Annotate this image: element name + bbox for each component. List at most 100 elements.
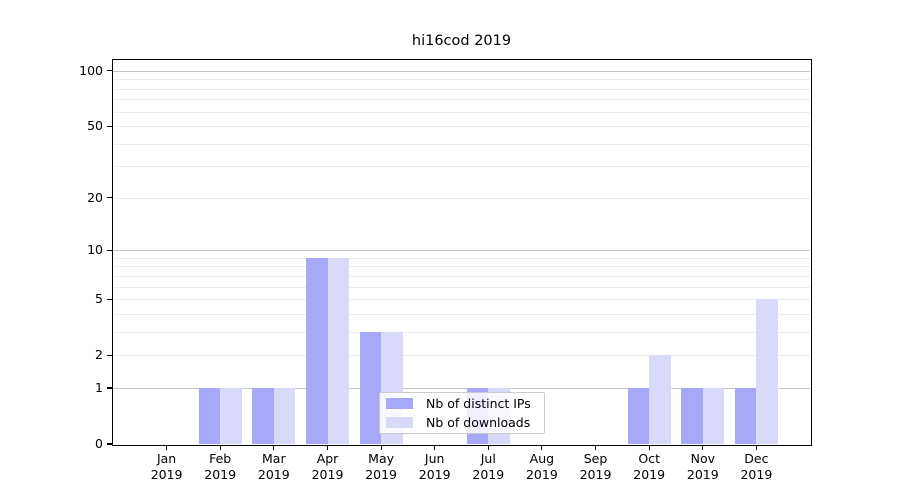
- bar-downloads-feb: [220, 388, 242, 444]
- x-tick-year: 2019: [150, 466, 183, 482]
- major-gridline: [113, 388, 810, 389]
- x-tick-month: May: [368, 451, 395, 466]
- x-tick-label: Dec 2019: [723, 451, 789, 482]
- minor-gridline: [113, 143, 810, 145]
- bar-downloads-apr: [327, 257, 349, 444]
- x-tick: [166, 445, 168, 450]
- x-tick-label: Jul 2019: [455, 451, 521, 482]
- minor-gridline: [113, 197, 810, 199]
- y-tick-label: 10: [87, 242, 103, 258]
- bar-distinct-ips-dec: [734, 388, 757, 444]
- y-tick-label: 2: [95, 347, 103, 363]
- x-tick-year: 2019: [686, 466, 719, 482]
- bar-downloads-dec: [756, 299, 778, 444]
- x-tick-label: Mar 2019: [241, 451, 307, 482]
- x-tick-month: Dec: [744, 451, 769, 466]
- bar-distinct-ips-feb: [198, 388, 221, 444]
- y-tick-label: 0: [95, 436, 103, 451]
- x-tick-month: Feb: [209, 451, 232, 466]
- x-tick-month: Mar: [262, 451, 286, 466]
- x-tick: [541, 445, 543, 450]
- y-tick: [106, 443, 112, 445]
- legend-label-distinct-ips: Nb of distinct IPs: [426, 396, 531, 411]
- minor-gridline: [113, 266, 810, 268]
- bar-downloads-oct: [649, 355, 671, 444]
- minor-gridline: [113, 275, 810, 277]
- legend-item-distinct-ips: Nb of distinct IPs: [386, 396, 544, 412]
- minor-gridline: [113, 99, 810, 101]
- major-gridline: [113, 70, 810, 72]
- bar-distinct-ips-apr: [306, 257, 328, 444]
- x-tick: [273, 445, 275, 450]
- bar-distinct-ips-nov: [681, 388, 703, 444]
- x-tick: [755, 445, 757, 450]
- bar-distinct-ips-may: [359, 331, 382, 444]
- x-tick-year: 2019: [365, 466, 397, 482]
- x-tick-month: Apr: [316, 451, 339, 466]
- major-gridline: [113, 250, 810, 252]
- x-tick: [326, 445, 329, 450]
- legend-label-downloads: Nb of downloads: [426, 415, 531, 430]
- x-tick: [434, 445, 436, 450]
- bar-distinct-ips-oct: [627, 388, 650, 444]
- x-tick-year: 2019: [204, 466, 237, 482]
- x-tick: [702, 445, 704, 450]
- y-tick-label: 20: [87, 189, 103, 205]
- x-tick-label: Nov 2019: [670, 451, 736, 482]
- x-tick-month: Nov: [690, 451, 715, 466]
- y-tick-label: 1: [95, 380, 103, 395]
- bar-downloads-mar: [273, 388, 296, 444]
- minor-gridline: [113, 313, 810, 315]
- minor-gridline: [113, 88, 810, 90]
- x-tick-label: Feb 2019: [187, 451, 253, 482]
- legend-item-downloads: Nb of downloads: [386, 415, 544, 431]
- x-tick-label: May 2019: [348, 451, 414, 482]
- x-tick-label: Aug 2019: [509, 451, 575, 482]
- y-tick: [106, 298, 112, 300]
- y-tick: [106, 354, 112, 356]
- legend-swatch-distinct-ips: [386, 398, 413, 409]
- x-tick: [648, 445, 650, 450]
- x-tick-label: Jun 2019: [402, 451, 468, 482]
- x-tick: [487, 445, 489, 450]
- y-tick: [106, 70, 112, 72]
- x-tick: [380, 445, 382, 450]
- minor-gridline: [113, 355, 810, 357]
- x-tick-month: Jul: [480, 451, 496, 466]
- x-tick-year: 2019: [579, 466, 612, 482]
- x-tick-year: 2019: [311, 466, 344, 482]
- minor-gridline: [113, 286, 810, 288]
- x-tick-label: Apr 2019: [295, 451, 361, 482]
- y-tick: [106, 197, 112, 199]
- x-tick-month: Jun: [424, 451, 445, 466]
- legend: Nb of distinct IPs Nb of downloads: [379, 392, 545, 434]
- legend-swatch-downloads: [386, 417, 413, 428]
- x-tick-year: 2019: [418, 466, 451, 482]
- y-tick: [106, 387, 112, 389]
- x-tick: [219, 445, 221, 450]
- minor-gridline: [113, 79, 810, 81]
- bar-distinct-ips-mar: [252, 388, 274, 444]
- chart-title: hi16cod 2019: [411, 33, 512, 49]
- x-tick-month: Jan: [156, 451, 177, 466]
- bar-downloads-nov: [702, 388, 725, 444]
- x-tick: [594, 445, 597, 450]
- x-tick-year: 2019: [740, 466, 773, 482]
- x-tick-month: Aug: [529, 451, 555, 466]
- x-tick-month: Oct: [638, 451, 660, 466]
- x-tick-year: 2019: [257, 466, 290, 482]
- y-tick: [106, 125, 112, 127]
- y-tick: [106, 249, 112, 251]
- x-tick-label: Jan 2019: [134, 451, 200, 482]
- x-tick-label: Oct 2019: [616, 451, 682, 482]
- minor-gridline: [113, 126, 810, 128]
- minor-gridline: [113, 331, 810, 333]
- minor-gridline: [113, 299, 810, 301]
- minor-gridline: [113, 257, 810, 259]
- x-tick-month: Sep: [583, 451, 608, 466]
- minor-gridline: [113, 111, 810, 113]
- y-tick-label: 100: [79, 62, 103, 78]
- x-tick-year: 2019: [525, 466, 558, 482]
- x-tick-year: 2019: [472, 466, 505, 482]
